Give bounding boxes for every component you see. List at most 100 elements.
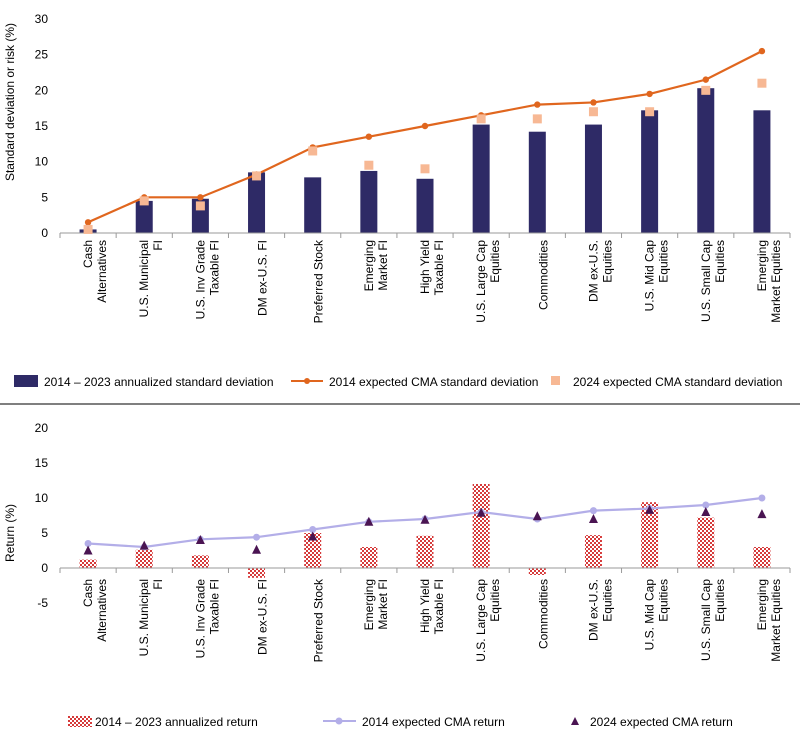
top-bar-high-yield-taxable-fi [416,178,434,233]
top-y-tick-label: 15 [35,119,49,133]
bot-expected-2024-marker-u-s-inv-grade-taxable-fi [195,535,205,544]
bot-bar-emerging-market-fi [360,547,378,568]
top-expected-2014-point-dm-ex-u-s-equities [590,99,597,106]
bot-expected-2024-marker-dm-ex-u-s-fi [252,544,262,554]
bot-expected-2024-marker-u-s-municipal-fi [139,540,149,550]
bot-bar-u-s-small-cap-equities [697,517,715,568]
bot-expected-2024-marker-emerging-market-fi [364,516,374,526]
legend-label-2024-expected-std-dev: 2024 expected CMA standard deviation [573,375,782,389]
bot-x-category-label: EmergingMarket FI [362,579,390,630]
top-bar-u-s-municipal-fi [135,200,153,233]
bot-x-category-label: U.S. Small CapEquities [699,579,727,661]
bot-expected-2024-marker-high-yield-taxable-fi [420,514,430,524]
bot-expected-2024-marker-emerging-market-equities [757,509,767,519]
bot-expected-2024-marker-cash-alternatives [83,545,93,555]
legend-swatch-2024-expected-std-dev [551,376,560,385]
top-bar-u-s-small-cap-equities [697,88,715,234]
top-y-tick-label: 25 [35,48,49,62]
legend-label-2024-expected-return: 2024 expected CMA return [590,715,733,729]
top-x-category-label: Commodities [536,240,550,310]
return-y-axis-title: Return (%) [3,504,17,562]
bot-expected-2024-marker-preferred-stock [308,531,318,541]
bot-bar-u-s-inv-grade-taxable-fi [191,555,209,568]
top-x-category-label: CashAlternatives [81,240,109,303]
top-bar-u-s-mid-cap-equities [641,110,659,233]
top-expected-2014-point-u-s-small-cap-equities [702,76,709,83]
bot-expected-2014-point-dm-ex-u-s-equities [589,507,597,515]
bot-expected-2024-marker-u-s-large-cap-equities [476,507,486,517]
bot-bar-preferred-stock [304,533,322,568]
legend-label-2014-expected-return: 2014 expected CMA return [362,715,505,729]
bot-x-category-label: DM ex-U.S. FI [256,579,270,655]
legend-swatch-annualized-std-dev [14,375,38,387]
bot-expected-2014-point-preferred-stock [309,526,317,533]
top-bar-u-s-large-cap-equities [472,124,490,233]
return-chart-panel: Return (%) -5 0 5 10 15 20 CashAlternatives U.… [3,421,791,729]
top-expected-2024-marker-high-yield-taxable-fi [420,164,430,174]
top-expected-2024-marker-commodities [532,114,542,124]
bot-y-tick-label: 0 [41,561,48,575]
bot-bar-commodities [528,568,546,575]
top-y-tick-label: 30 [35,12,49,26]
top-bar-dm-ex-u-s-fi [248,172,266,233]
bot-bar-u-s-mid-cap-equities [641,502,659,568]
bot-bar-emerging-market-equities [753,547,771,568]
top-expected-2024-marker-emerging-market-equities [757,78,767,88]
top-expected-2024-marker-preferred-stock [308,146,318,156]
bot-x-category-label: U.S. MunicipalFI [137,579,165,656]
return-legend: 2014 – 2023 annualized return 2014 expec… [68,715,733,729]
top-x-category-label: DM ex-U.S. FI [256,240,270,316]
bot-x-category-label: U.S. Mid CapEquities [643,579,671,651]
bot-x-category-label: Commodities [536,579,550,649]
bot-expected-2024-marker-dm-ex-u-s-equities [588,514,598,523]
legend-swatch-2014-expected-return-dot [335,717,343,725]
bot-x-category-label: U.S. Inv GradeTaxable FI [193,579,221,659]
bot-x-category-label: High YieldTaxable FI [418,579,446,634]
top-x-category-label: U.S. Large CapEquities [474,240,502,323]
top-expected-2024-marker-cash-alternatives [83,224,93,234]
bot-bar-dm-ex-u-s-fi [248,568,266,578]
bot-y-tick-label: -5 [37,596,48,610]
legend-label-annualized-return: 2014 – 2023 annualized return [95,715,258,729]
top-expected-2024-marker-u-s-mid-cap-equities [645,107,655,117]
bot-bar-dm-ex-u-s-equities [584,535,602,568]
top-expected-2014-point-high-yield-taxable-fi [421,122,429,130]
legend-swatch-2014-expected-std-dev-dot [304,378,310,384]
top-expected-2024-marker-u-s-large-cap-equities [476,114,486,124]
bot-y-tick-label: 20 [35,421,49,435]
top-x-category-label: High YieldTaxable FI [418,240,446,295]
bot-y-tick-label: 10 [35,491,49,505]
top-bar-preferred-stock [304,177,322,233]
top-expected-2014-point-emerging-market-equities [758,47,766,55]
top-bar-dm-ex-u-s-equities [584,124,602,233]
bot-expected-2014-point-cash-alternatives [84,540,92,547]
top-expected-2024-marker-u-s-small-cap-equities [701,85,711,95]
bot-expected-2014-point-dm-ex-u-s-fi [253,533,261,541]
top-bar-emerging-market-fi [360,170,378,233]
top-x-category-label: U.S. Mid CapEquities [643,240,671,312]
bot-bar-cash-alternatives [79,559,97,568]
top-y-tick-label: 5 [41,190,48,204]
top-y-tick-label: 20 [35,83,49,97]
top-expected-2014-point-u-s-inv-grade-taxable-fi [197,194,204,201]
top-y-tick-label: 0 [41,226,48,240]
top-expected-2014-point-emerging-market-fi [365,133,373,140]
top-y-tick-label: 10 [35,155,49,169]
bot-x-category-label: CashAlternatives [81,579,109,642]
legend-label-2014-expected-std-dev: 2014 expected CMA standard deviation [329,375,538,389]
top-bar-commodities [528,131,546,233]
std-dev-y-axis-title: Standard deviation or risk (%) [3,23,17,181]
bot-bar-u-s-large-cap-equities [472,484,490,568]
bot-y-tick-label: 15 [35,456,49,470]
top-expected-2024-marker-dm-ex-u-s-fi [252,171,262,181]
bot-expected-2024-marker-commodities [532,511,542,521]
top-expected-2014-point-u-s-mid-cap-equities [646,90,653,98]
top-expected-2024-marker-emerging-market-fi [364,160,374,170]
legend-label-annualized-std-dev: 2014 – 2023 annualized standard deviatio… [44,375,274,389]
bot-x-category-label: U.S. Large CapEquities [474,579,502,662]
top-x-category-label: U.S. Small CapEquities [699,240,727,322]
top-expected-2014-point-commodities [534,101,541,108]
bot-expected-2024-marker-u-s-mid-cap-equities [645,504,655,514]
bot-bar-u-s-municipal-fi [135,549,153,568]
